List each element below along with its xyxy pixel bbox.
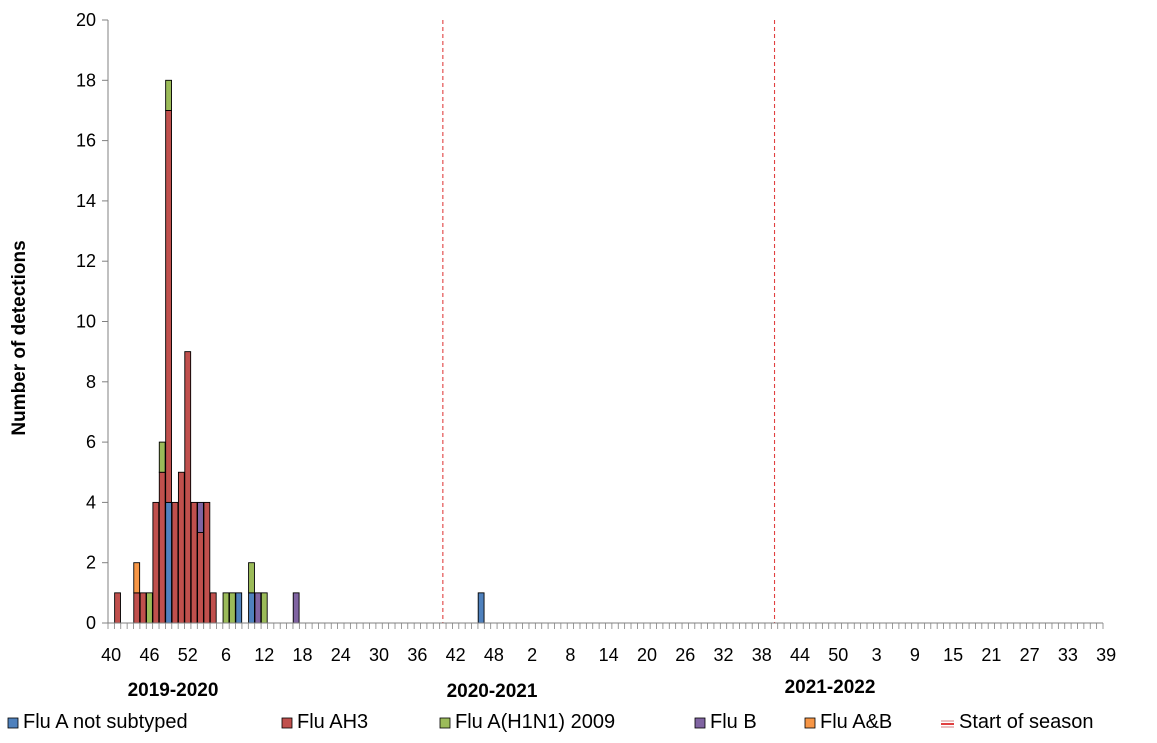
x-tick-label: 30	[369, 645, 389, 665]
legend-swatch	[694, 717, 706, 729]
bar-segment	[222, 592, 230, 624]
legend-swatch	[281, 717, 293, 729]
bar-segment	[177, 471, 185, 624]
legend-swatch	[804, 717, 816, 729]
legend-label: Flu AH3	[297, 711, 368, 733]
x-tick-label: 18	[293, 645, 313, 665]
axes	[102, 19, 1104, 629]
x-tick-label: 42	[446, 645, 466, 665]
y-tick-label: 16	[76, 131, 96, 151]
y-tick-label: 18	[76, 70, 96, 90]
y-tick-label: 2	[86, 553, 96, 573]
bar-segment	[203, 501, 211, 624]
legend-item: Flu AH3	[281, 711, 368, 733]
legend-label: Flu A&B	[820, 711, 892, 733]
x-tick-label: 52	[178, 645, 198, 665]
x-tick-label: 15	[943, 645, 963, 665]
bar-segment	[165, 501, 172, 624]
bar-segment	[114, 592, 121, 624]
bar-segment	[133, 592, 141, 624]
legend-label: Flu A not subtyped	[23, 711, 188, 733]
y-tick-label: 20	[76, 10, 96, 30]
bar-segment	[190, 501, 198, 624]
bar-segment	[228, 592, 236, 624]
y-tick-label: 12	[76, 251, 96, 271]
x-tick-label: 27	[1020, 645, 1040, 665]
x-tick-label: 9	[910, 645, 920, 665]
bar-segment	[139, 592, 147, 624]
bar-segment	[292, 592, 300, 624]
x-tick-label: 14	[599, 645, 619, 665]
x-tick-label: 12	[254, 645, 274, 665]
x-tick-label: 46	[139, 645, 159, 665]
bar-segment	[235, 592, 243, 624]
bar-segment	[260, 592, 268, 624]
bar-segment	[165, 109, 172, 503]
x-tick-label: 32	[713, 645, 733, 665]
y-axis-title: Number of detections	[9, 240, 30, 435]
y-tick-label: 6	[86, 432, 96, 452]
y-tick-label: 14	[76, 191, 96, 211]
bar-segment	[184, 351, 192, 624]
legend-item: Flu A(H1N1) 2009	[439, 711, 615, 733]
x-tick-label: 40	[101, 645, 121, 665]
x-tick-label: 50	[828, 645, 848, 665]
x-tick-label: 6	[221, 645, 231, 665]
bar-segment	[171, 501, 179, 624]
bar-segment	[146, 592, 153, 624]
legend-item: Flu A&B	[804, 711, 892, 733]
x-tick-label: 26	[675, 645, 695, 665]
bar-segment	[165, 79, 172, 111]
legend: Flu A not subtyped Flu AH3 Flu A(H1N1) 200…	[7, 711, 1094, 733]
bar-segment	[158, 471, 166, 624]
bar-segment	[209, 592, 217, 624]
legend-swatch	[7, 717, 19, 729]
y-tick-label: 10	[76, 312, 96, 332]
bar-segment	[133, 562, 141, 594]
x-tick-label: 48	[484, 645, 504, 665]
x-tick-label: 20	[637, 645, 657, 665]
x-tick-label: 44	[790, 645, 810, 665]
x-tick-label: 38	[752, 645, 772, 665]
bar-segment	[197, 532, 204, 624]
x-tick-label: 21	[981, 645, 1001, 665]
season-start-markers	[442, 20, 776, 623]
legend-label: Start of season	[959, 711, 1094, 733]
legend-item: Flu A not subtyped	[7, 711, 188, 733]
bars-layer	[114, 79, 485, 624]
x-tick-label: 36	[407, 645, 427, 665]
bar-segment	[248, 562, 255, 594]
bar-segment	[158, 441, 166, 473]
bar-segment	[254, 592, 262, 624]
legend-item: Flu B	[694, 711, 757, 733]
x-tick-label: 3	[872, 645, 882, 665]
x-tick-label: 24	[331, 645, 351, 665]
legend-swatch	[439, 717, 451, 729]
bar-segment	[248, 592, 255, 624]
legend-label: Flu B	[710, 711, 757, 733]
legend-item: Start of season	[941, 711, 1094, 733]
legend-label: Flu A(H1N1) 2009	[455, 711, 615, 733]
y-tick-label: 4	[86, 492, 96, 512]
x-tick-label: 2	[527, 645, 537, 665]
y-tick-label: 0	[86, 613, 96, 633]
x-tick-label: 39	[1096, 645, 1116, 665]
y-tick-label: 8	[86, 372, 96, 392]
season-label: 2021-2022	[785, 677, 876, 698]
season-label: 2019-2020	[128, 680, 219, 701]
x-tick-label: 33	[1058, 645, 1078, 665]
season-label: 2020-2021	[447, 681, 538, 702]
bar-segment	[152, 501, 160, 624]
bar-segment	[477, 592, 485, 624]
bar-segment	[197, 501, 204, 533]
x-tick-label: 8	[565, 645, 575, 665]
